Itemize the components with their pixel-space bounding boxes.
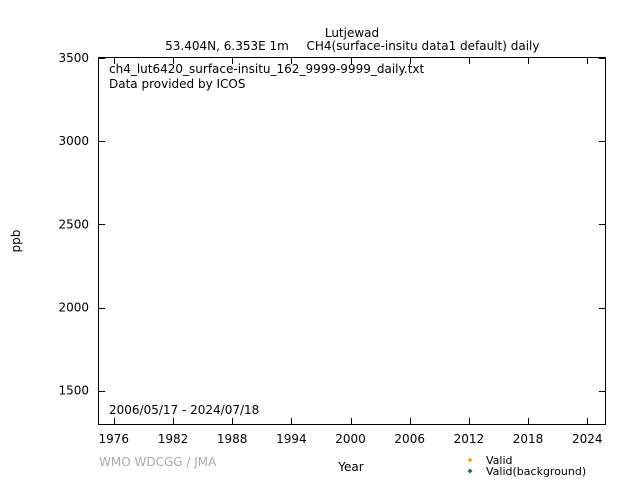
- date-range-label: 2006/05/17 - 2024/07/18: [109, 403, 259, 417]
- x-axis-label: Year: [337, 460, 363, 474]
- y-tick-label: 3000: [58, 134, 89, 148]
- watermark: WMO WDCGG / JMA: [99, 455, 217, 469]
- x-tick-label: 1976: [99, 432, 130, 446]
- plot-frame: [98, 57, 606, 425]
- legend-label-valid: Valid: [486, 454, 513, 467]
- legend-label-valid-background: Valid(background): [486, 465, 586, 478]
- legend-marker-valid: [467, 457, 473, 463]
- x-tick-label: 2012: [454, 432, 485, 446]
- legend-marker-valid-background: [467, 468, 473, 474]
- y-tick-label: 2500: [58, 217, 89, 231]
- y-axis: 1500 2000 2500 3000 3500: [58, 51, 605, 398]
- file-label: ch4_lut6420_surface-insitu_162_9999-9999…: [109, 62, 425, 76]
- y-tick-label: 3500: [58, 51, 89, 65]
- x-tick-label: 2018: [513, 432, 544, 446]
- x-axis: 1976 1982 1988 1994 2000 2006 2012 2018 2024: [99, 58, 603, 446]
- legend: Valid Valid(background): [467, 454, 586, 478]
- x-tick-label: 2024: [572, 432, 603, 446]
- x-tick-label: 1982: [158, 432, 189, 446]
- y-tick-label: 1500: [58, 384, 89, 398]
- y-tick-label: 2000: [58, 301, 89, 315]
- chart-subtitle-location: 53.404N, 6.353E 1m: [165, 39, 289, 53]
- chart-title: Lutjewad: [325, 26, 379, 40]
- x-tick-label: 1988: [217, 432, 248, 446]
- x-tick-label: 1994: [276, 432, 307, 446]
- x-tick-label: 2000: [335, 432, 366, 446]
- chart-subtitle-dataset: CH4(surface-insitu data1 default) daily: [307, 39, 540, 53]
- y-axis-label: ppb: [9, 230, 23, 253]
- provider-label: Data provided by ICOS: [109, 77, 245, 91]
- x-tick-label: 2006: [394, 432, 425, 446]
